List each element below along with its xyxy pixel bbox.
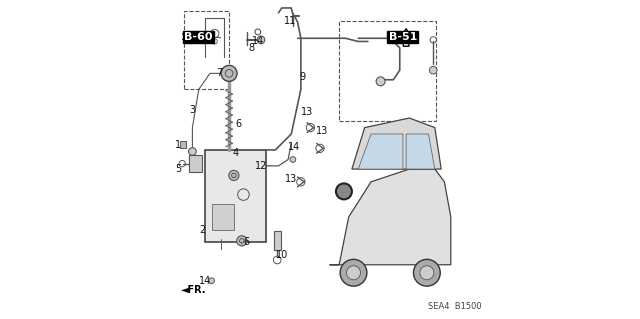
Polygon shape [358, 134, 403, 169]
Text: 7: 7 [216, 68, 223, 78]
FancyArrow shape [401, 29, 412, 46]
Text: 13: 13 [301, 107, 314, 117]
Text: 14: 14 [199, 276, 211, 286]
Circle shape [237, 236, 247, 246]
Bar [189, 155, 202, 172]
Text: B-51: B-51 [388, 32, 417, 42]
Circle shape [189, 148, 196, 155]
Text: 5: 5 [175, 164, 181, 174]
Polygon shape [330, 169, 451, 265]
Text: 9: 9 [300, 71, 305, 82]
Circle shape [376, 77, 385, 86]
Circle shape [346, 266, 360, 280]
Bar [274, 231, 281, 250]
Bar [180, 141, 186, 148]
Text: 13: 13 [285, 174, 298, 184]
Circle shape [336, 183, 352, 199]
Polygon shape [406, 134, 435, 169]
Circle shape [413, 259, 440, 286]
Text: B-60: B-60 [184, 32, 213, 42]
Circle shape [209, 278, 214, 284]
Polygon shape [352, 118, 441, 169]
Text: 12: 12 [255, 161, 267, 171]
Text: 2: 2 [200, 225, 205, 235]
Text: 10: 10 [276, 250, 288, 260]
Text: 4: 4 [232, 148, 239, 158]
Bar [205, 150, 266, 242]
Circle shape [221, 65, 237, 81]
Text: 6: 6 [236, 119, 242, 130]
Bar [212, 204, 234, 230]
Text: 1: 1 [175, 140, 181, 150]
Text: ◄FR.: ◄FR. [181, 285, 207, 295]
Bar [184, 11, 229, 89]
Circle shape [290, 157, 296, 162]
Circle shape [429, 66, 437, 74]
Text: 11: 11 [284, 16, 296, 26]
Bar [339, 21, 436, 121]
Text: SEA4  B1500: SEA4 B1500 [428, 302, 482, 311]
Text: 3: 3 [189, 105, 195, 115]
Text: 6: 6 [244, 237, 250, 248]
Text: 13: 13 [316, 126, 328, 136]
Circle shape [420, 266, 434, 280]
Circle shape [340, 259, 367, 286]
Circle shape [257, 36, 265, 44]
Text: 14: 14 [289, 142, 301, 152]
Text: 14: 14 [252, 36, 264, 47]
Text: 8: 8 [248, 43, 255, 53]
Circle shape [228, 170, 239, 181]
